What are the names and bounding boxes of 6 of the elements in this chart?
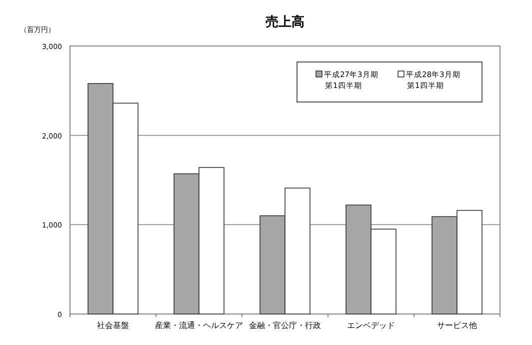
x-tick-label: 社会基盤 <box>97 321 129 330</box>
x-tick-label: サービス他 <box>437 321 477 330</box>
x-tick-label: 産業・流通・ヘルスケア <box>155 321 243 330</box>
chart-title: 売上高 <box>266 14 304 30</box>
x-tick-label: エンベデッド <box>347 321 395 330</box>
x-tick-label: 金融・官公庁・行政 <box>249 321 321 330</box>
